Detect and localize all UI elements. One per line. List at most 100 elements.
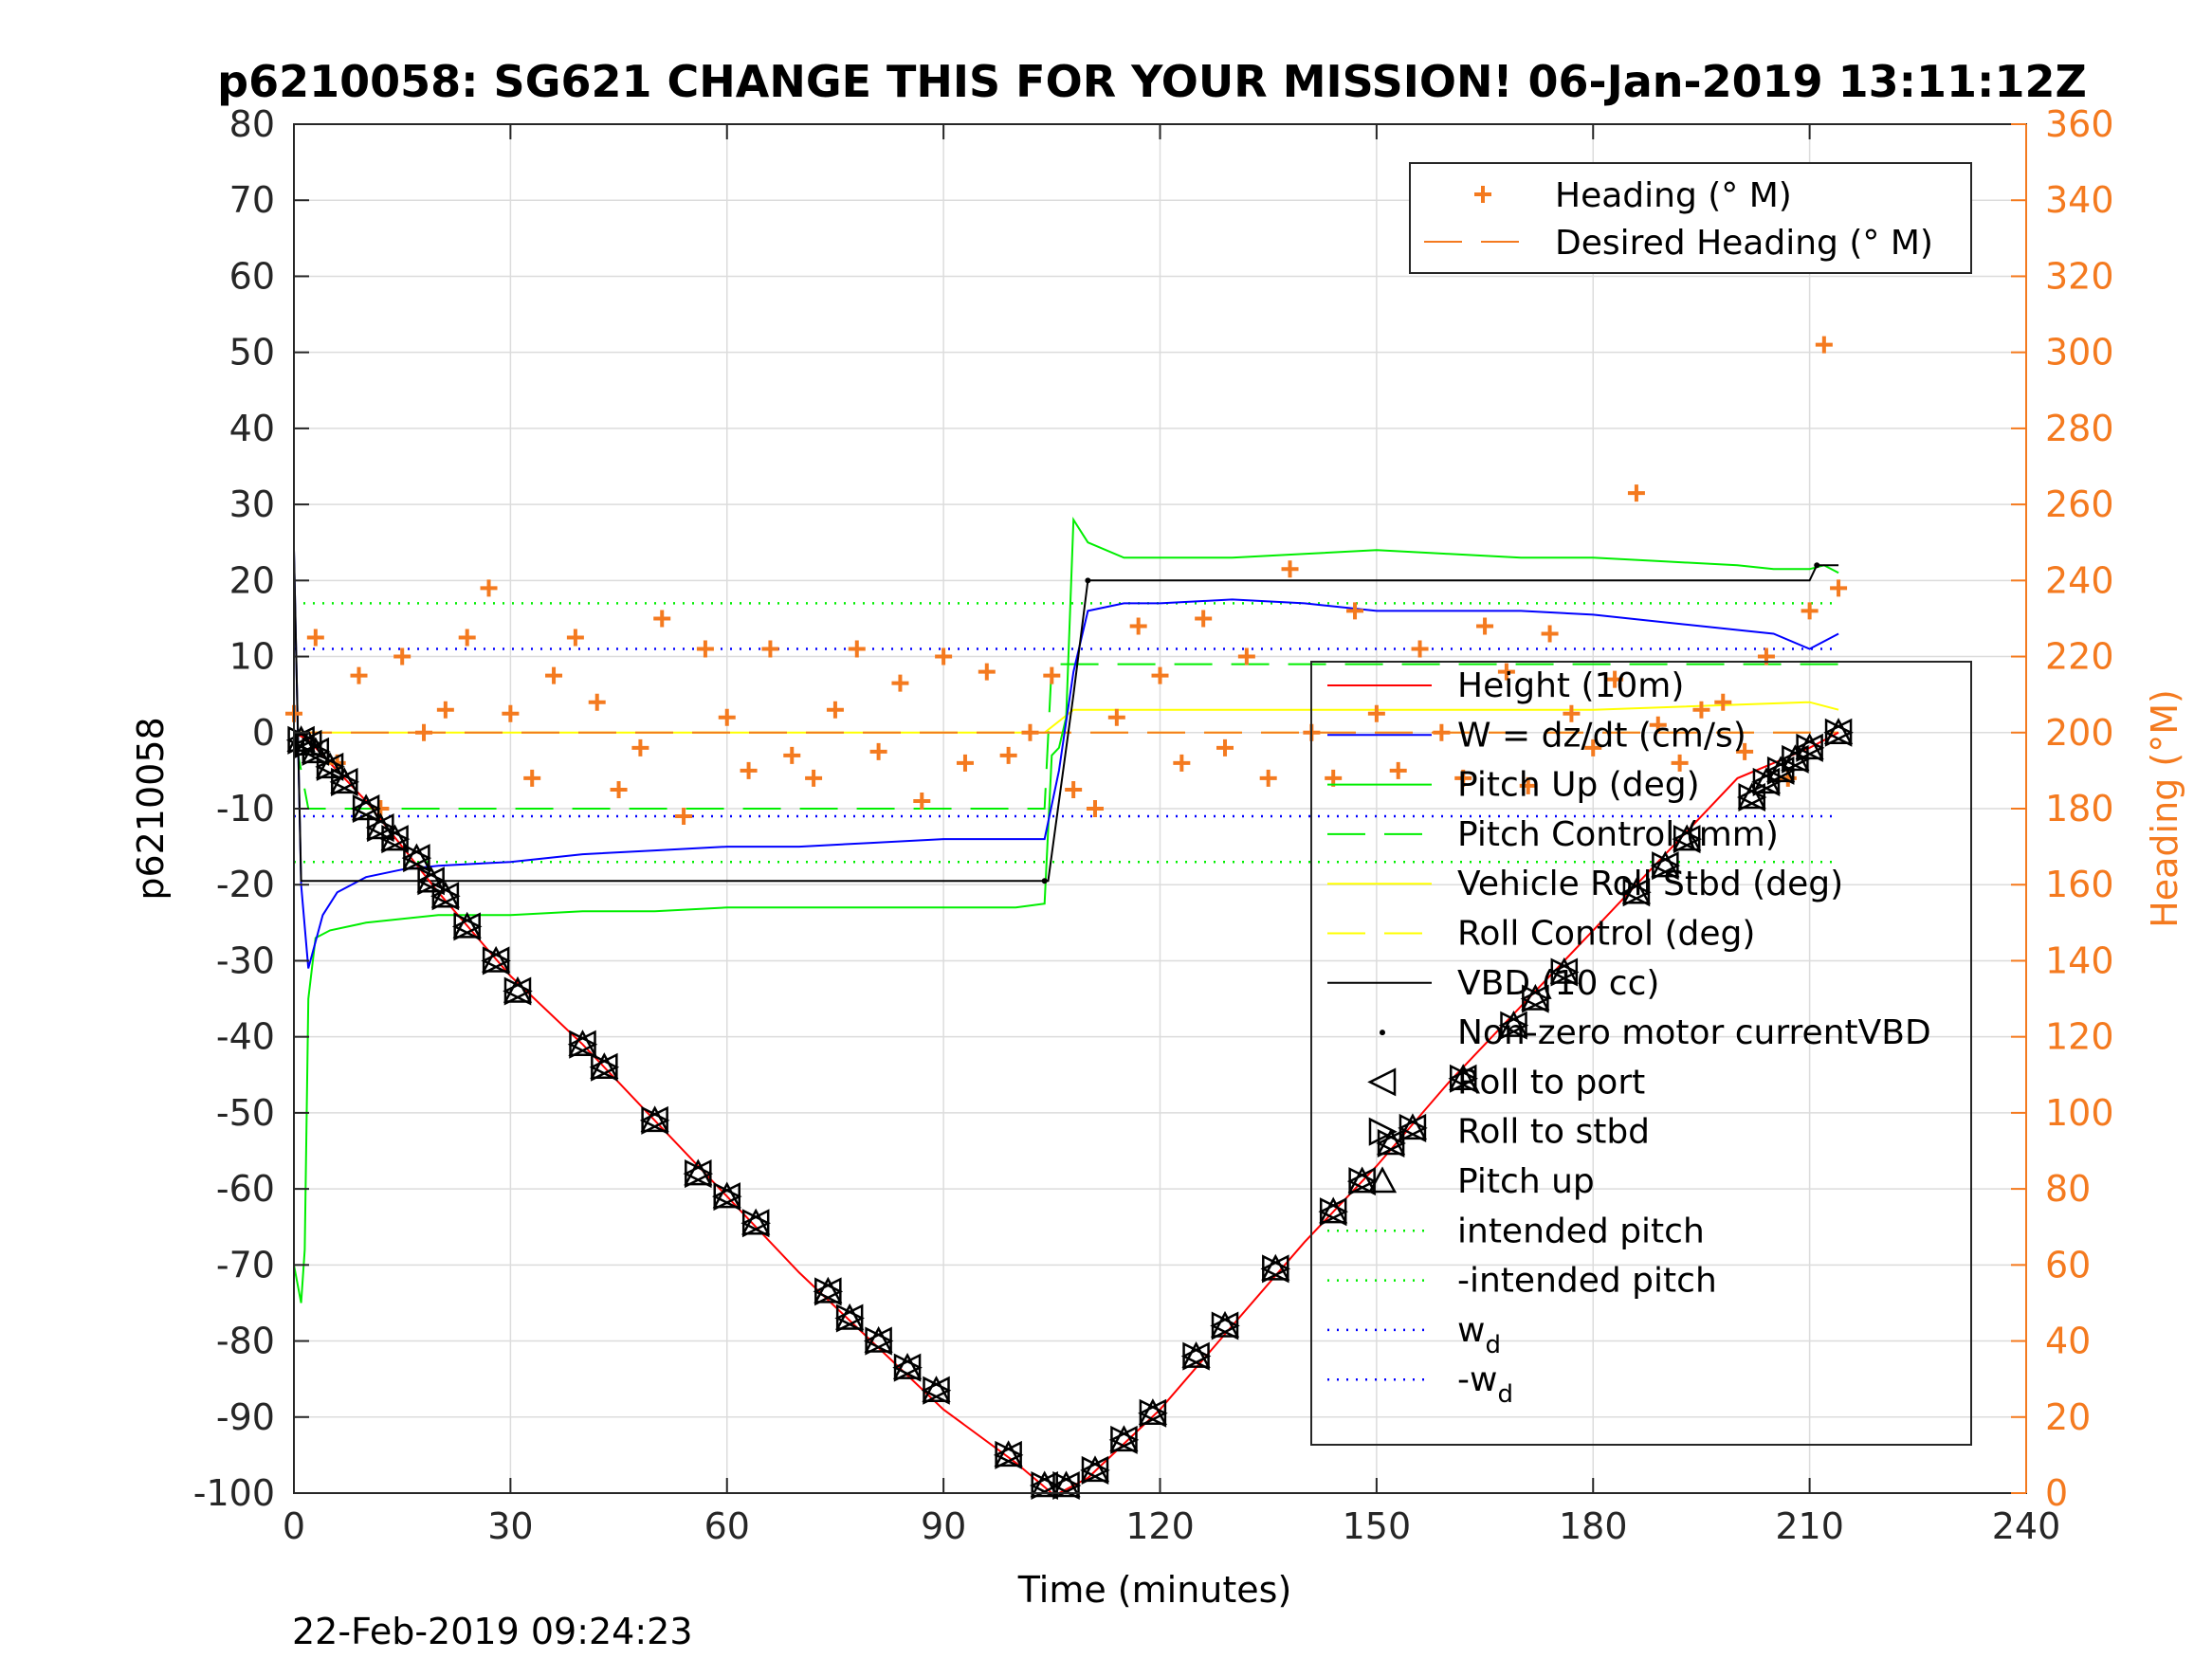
y2-tick-label: 340	[2045, 179, 2114, 221]
pitch-up-marker	[1377, 1128, 1406, 1156]
pitch-up-marker	[1030, 1470, 1059, 1498]
pitch-up-marker	[922, 1376, 951, 1402]
heading-marker	[1714, 693, 1732, 711]
heading-marker	[761, 640, 779, 658]
y2-tick-label: 220	[2045, 636, 2114, 678]
heading-marker	[436, 701, 454, 719]
legend-label: intended pitch	[1457, 1212, 1705, 1250]
pitch-up-marker	[352, 793, 381, 821]
y2-tick-label: 60	[2045, 1244, 2091, 1285]
pitch-up-marker	[1449, 1064, 1478, 1091]
pitch-up-marker	[482, 945, 511, 973]
heading-marker	[891, 674, 909, 692]
pitch-up-marker	[380, 824, 410, 851]
heading-marker	[545, 666, 563, 684]
legend-label: Roll to stbd	[1457, 1113, 1650, 1152]
pitch-up-marker	[402, 843, 431, 870]
heading-marker	[1389, 761, 1407, 779]
pitch-up-marker	[1261, 1253, 1290, 1281]
y2-tick-label: 160	[2045, 864, 2114, 905]
y-tick-label: 20	[229, 559, 275, 601]
heading-marker	[783, 746, 801, 764]
pitch-up-marker	[330, 767, 359, 794]
y-tick-label: 50	[229, 332, 275, 374]
heading-marker	[458, 629, 476, 647]
y-tick-label: -70	[216, 1244, 275, 1285]
heading-marker	[718, 708, 736, 726]
heading-marker	[740, 761, 758, 779]
roll-to-stbd-marker	[1500, 1011, 1529, 1040]
roll-to-stbd-marker	[1622, 878, 1652, 907]
legend-label: VBD (10 cc)	[1457, 964, 1659, 1003]
pitch-up-marker	[1673, 824, 1702, 851]
y-axis-label: p6210058	[130, 717, 172, 900]
heading-marker	[393, 647, 411, 665]
legend-label: Pitch Up (deg)	[1457, 766, 1700, 805]
pitch-up-marker	[568, 1030, 597, 1056]
roll-to-stbd-marker	[1377, 1128, 1406, 1158]
roll-to-stbd-marker	[1522, 984, 1551, 1013]
motor-current-dot	[1041, 878, 1048, 884]
y-tick-label: -20	[216, 864, 275, 905]
heading-marker	[1151, 666, 1169, 684]
legend-roll-port-swatch	[1367, 1067, 1397, 1097]
roll-to-stbd-marker	[1766, 756, 1796, 785]
heading-marker	[1043, 666, 1061, 684]
pitch-up-marker	[1138, 1398, 1167, 1426]
heading-marker	[1129, 617, 1147, 635]
pitch-up-marker	[684, 1158, 713, 1186]
chart-title: p6210058: SG621 CHANGE THIS FOR YOUR MIS…	[217, 56, 2087, 107]
x-tick-label: 30	[487, 1505, 533, 1547]
y-tick-label: 40	[229, 408, 275, 449]
heading-marker	[1584, 738, 1602, 757]
heading-marker	[480, 579, 498, 597]
y-tick-label: -30	[216, 939, 275, 981]
roll-to-stbd-marker	[316, 752, 345, 781]
x-tick-label: 120	[1125, 1505, 1195, 1547]
roll-to-stbd-marker	[482, 946, 511, 975]
heading-marker	[1173, 754, 1191, 772]
heading-marker	[1086, 800, 1104, 817]
heading-marker	[1736, 742, 1754, 760]
roll-to-stbd-marker	[1262, 1254, 1291, 1284]
heading-marker	[1692, 701, 1710, 719]
heading-marker	[1259, 769, 1277, 787]
pitch-up-marker	[835, 1303, 865, 1330]
y2-tick-label: 0	[2045, 1472, 2068, 1514]
y2-tick-label: 20	[2045, 1396, 2091, 1438]
legend-label: Non-zero motor currentVBD	[1457, 1013, 1931, 1052]
heading-marker	[1433, 723, 1451, 741]
legend-label: Vehicle Roll Stbd (deg)	[1457, 865, 1843, 903]
reference-lines	[294, 602, 1839, 864]
pitch-up-marker	[590, 1052, 619, 1080]
pitch-up-marker	[1549, 957, 1579, 984]
roll-to-stbd-marker	[367, 813, 396, 843]
roll-to-stbd-marker	[1782, 744, 1811, 774]
heading-marker	[1563, 704, 1581, 722]
roll-to-stbd-marker	[403, 844, 432, 873]
roll-to-stbd-marker	[814, 1277, 844, 1306]
y2-tick-label: 240	[2045, 559, 2114, 601]
pitch-up-marker	[1621, 877, 1652, 904]
heading-marker	[523, 769, 541, 787]
heading-marker	[826, 701, 844, 719]
legend-heading: Heading (° M) Desired Heading (° M)	[1409, 162, 1972, 274]
y2-tick-label: 140	[2045, 939, 2114, 981]
heading-marker	[610, 780, 628, 798]
pitch-up-marker	[1823, 718, 1854, 745]
roll-to-stbd-marker	[741, 1209, 771, 1238]
x-tick-label: 150	[1343, 1505, 1412, 1547]
pitch-up-marker	[416, 866, 446, 893]
heading-marker	[696, 640, 714, 658]
legend-label: Pitch up	[1457, 1162, 1595, 1201]
y-tick-label: -40	[216, 1016, 275, 1058]
pitch-up-marker	[1319, 1196, 1348, 1224]
roll-to-stbd-marker	[569, 1030, 598, 1059]
pitch-up-line	[293, 516, 1839, 1304]
y2-axis-ticks: 3603403203002802602402202001801601401201…	[2011, 103, 2114, 1514]
heading-marker	[1627, 484, 1645, 502]
pitch-up-marker	[1521, 983, 1550, 1011]
y2-tick-label: 200	[2045, 712, 2114, 754]
motor-current-dot	[1814, 562, 1820, 569]
heading-marker	[1830, 579, 1848, 597]
